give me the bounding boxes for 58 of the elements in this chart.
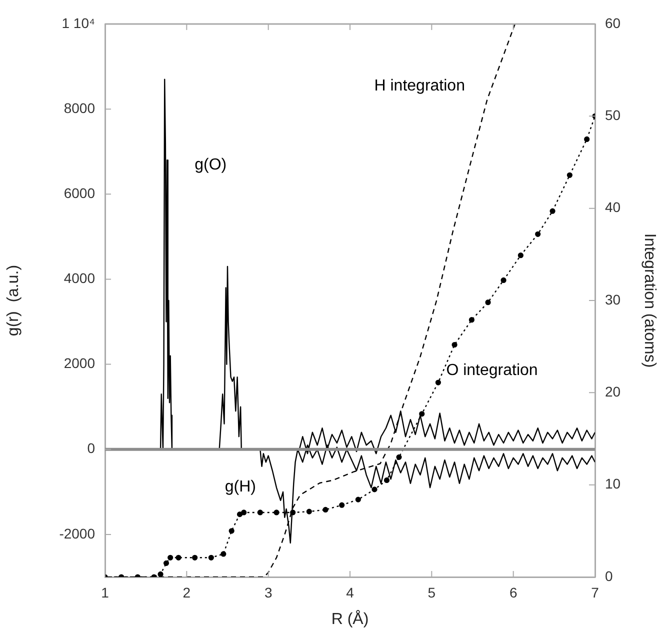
y-tick-label: 8000: [64, 100, 96, 116]
point: [306, 508, 312, 514]
point: [500, 277, 506, 284]
point: [158, 571, 164, 577]
point: [384, 477, 390, 484]
point: [322, 506, 328, 513]
y-tick-label: 4000: [64, 270, 96, 286]
point: [355, 496, 361, 502]
point: [518, 252, 524, 258]
series-label: g(O): [194, 156, 227, 174]
point: [435, 380, 441, 386]
point: [452, 342, 458, 348]
x-tick-label: 2: [182, 584, 191, 600]
point: [220, 551, 226, 557]
point: [396, 454, 402, 460]
x-axis-title: R (Å): [331, 610, 369, 628]
y-axis-title: g(r) (a.u.): [5, 264, 22, 336]
y-tick-label: -2000: [59, 525, 96, 542]
y2-axis-title: Integration (atoms): [640, 233, 658, 368]
y2-tick-label: 40: [605, 199, 621, 216]
x-tick-label: 6: [509, 584, 518, 600]
point: [468, 317, 474, 323]
point: [176, 554, 182, 560]
series-label: H integration: [374, 77, 465, 94]
x-tick-label: 3: [264, 584, 272, 600]
point: [485, 300, 491, 306]
point: [372, 486, 378, 492]
point: [168, 554, 174, 560]
x-tick-label: 7: [591, 584, 600, 600]
series-label: g(H): [224, 478, 256, 496]
point: [208, 554, 214, 560]
point: [550, 208, 556, 214]
y-tick-label: 1 10⁴: [62, 14, 95, 31]
point: [163, 560, 170, 566]
point: [241, 510, 247, 516]
x-tick-label: 1: [101, 584, 110, 600]
series-label: O integration: [446, 362, 538, 379]
y2-tick-label: 0: [605, 568, 613, 584]
point: [274, 510, 280, 516]
point: [236, 512, 243, 518]
point: [566, 172, 572, 178]
x-tick-label: 4: [346, 584, 354, 600]
point: [419, 411, 425, 417]
point: [228, 528, 234, 534]
y-tick-label: 2000: [64, 355, 96, 372]
point: [257, 510, 263, 516]
point: [192, 554, 198, 560]
y2-tick-label: 20: [605, 384, 621, 400]
point: [339, 502, 345, 508]
point: [584, 136, 590, 142]
y-tick-label: 6000: [64, 185, 96, 202]
y2-tick-label: 10: [605, 476, 621, 492]
point: [535, 231, 541, 237]
y2-tick-label: 60: [605, 14, 621, 31]
y2-tick-label: 30: [605, 291, 621, 308]
x-tick-label: 5: [428, 584, 436, 600]
y-tick-label: 0: [87, 440, 96, 456]
y2-tick-label: 50: [605, 107, 621, 124]
